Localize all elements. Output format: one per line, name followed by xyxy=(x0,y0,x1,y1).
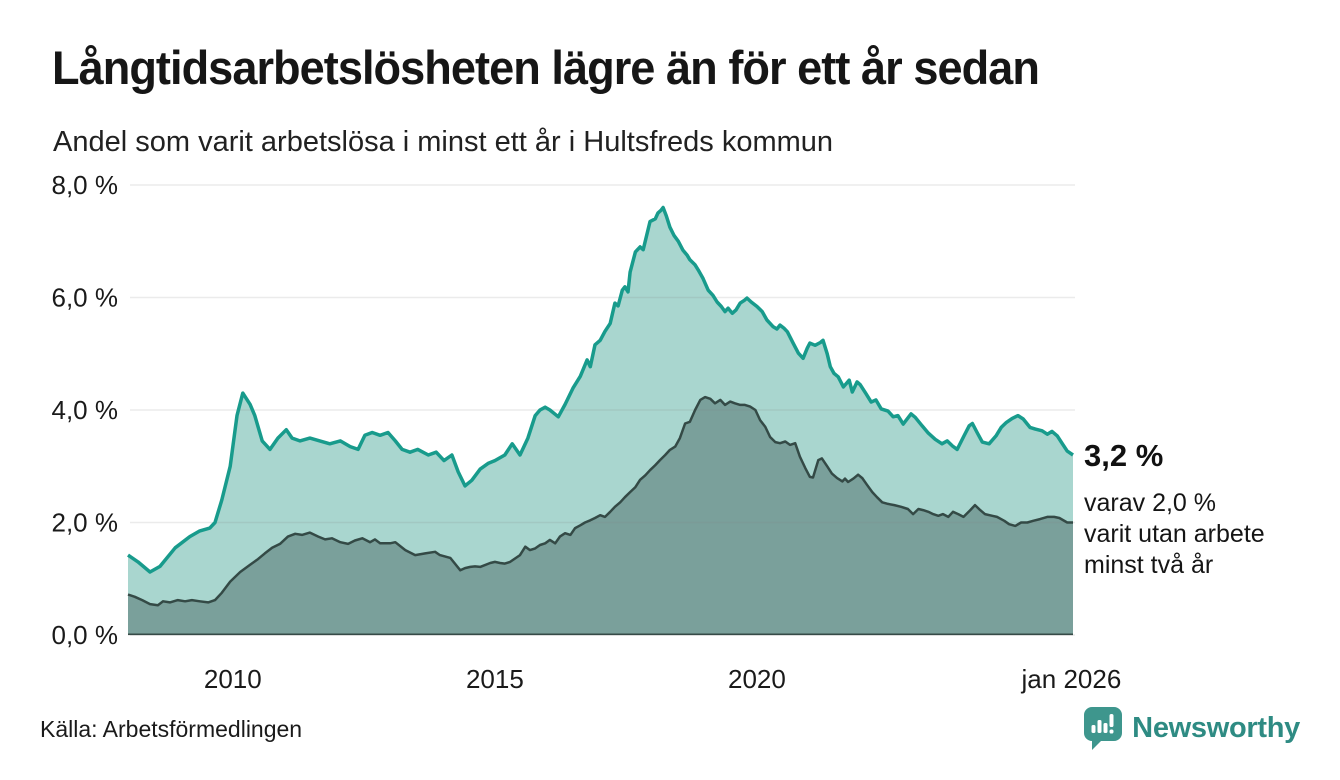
newsworthy-wordmark: Newsworthy xyxy=(1132,711,1300,744)
end-value-annotation: 3,2 % varav 2,0 % varit utan arbete mins… xyxy=(1084,438,1324,581)
y-axis-label: 8,0 % xyxy=(52,170,119,200)
series-min-two-years-line xyxy=(127,395,1073,607)
newsworthy-speech-bubble-bar-chart-icon xyxy=(1084,707,1123,750)
page-subtitle: Andel som varit arbetslösa i minst ett å… xyxy=(53,126,834,158)
x-axis-label: 2010 xyxy=(204,664,262,694)
y-axis-label: 6,0 % xyxy=(52,283,119,313)
x-axis-label: jan 2026 xyxy=(1021,664,1122,694)
end-value-label: 3,2 % xyxy=(1084,438,1164,473)
y-axis-label: 0,0 % xyxy=(52,620,119,650)
source-note: Källa: Arbetsförmedlingen xyxy=(40,716,303,742)
annotation-detail-line: minst två år xyxy=(1084,551,1214,579)
annotation-detail-line: varav 2,0 % xyxy=(1084,489,1217,517)
y-axis-label: 2,0 % xyxy=(52,508,119,538)
x-axis-label: 2015 xyxy=(466,664,524,694)
newsworthy-branding: Newsworthy xyxy=(1083,706,1300,750)
x-axis-label: 2020 xyxy=(728,664,786,694)
page-title: Långtidsarbetslösheten lägre än för ett … xyxy=(52,41,1040,94)
y-axis-label: 4,0 % xyxy=(52,395,119,425)
series-min-one-year-line xyxy=(127,205,1074,574)
annotation-detail-line: varit utan arbete xyxy=(1084,520,1265,548)
